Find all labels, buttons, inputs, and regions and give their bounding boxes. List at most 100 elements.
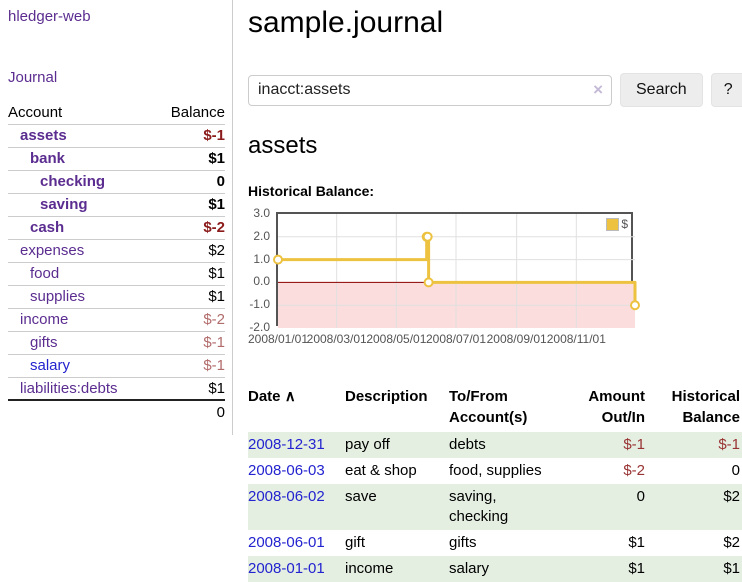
account-heading: assets — [248, 132, 318, 159]
search-form: × Search ? — [248, 73, 742, 107]
balance-chart: $ 3.0 2.0 1.0 0.0 -1.0 -2.0 2008/01/01 2008/03/… — [248, 206, 640, 362]
transaction-row: 2008-06-02 save saving, checking 0 $2 — [248, 484, 742, 530]
chart-plot-area: $ 3.0 2.0 1.0 0.0 -1.0 -2.0 2008/01/01 2008/03/… — [248, 206, 640, 346]
accounts-total-value: 0 — [153, 399, 225, 423]
y-axis-tick-label: -1.0 — [249, 297, 270, 312]
x-axis-tick-label: 2008/05/01 — [366, 332, 427, 346]
x-axis-tick-label: 2008/11/01 — [546, 332, 606, 346]
transaction-date-link[interactable]: 2008-06-02 — [248, 488, 325, 505]
account-balance: $-2 — [153, 215, 225, 239]
accounts-table: Account Balance assets $-1 bank $1 checking 0… — [8, 101, 225, 423]
account-link[interactable]: liabilities:debts — [20, 379, 118, 397]
sidebar: hledger-web Journal Account Balance asse… — [0, 0, 233, 435]
transaction-balance: $2 — [723, 534, 740, 551]
transaction-description: pay off — [345, 436, 390, 453]
accounts-header-balance: Balance — [170, 103, 225, 121]
account-balance: $-1 — [153, 353, 225, 377]
transaction-description: gift — [345, 534, 366, 551]
account-link[interactable]: salary — [30, 357, 71, 374]
page-title: sample.journal — [248, 6, 444, 39]
account-balance: $-1 — [153, 123, 225, 147]
transaction-date-link[interactable]: 2008-06-03 — [248, 462, 325, 479]
transaction-balance: $2 — [723, 488, 740, 505]
x-axis-tick-label: 2008/07/01 — [425, 332, 487, 346]
app-title-link[interactable]: hledger-web — [8, 8, 91, 25]
account-link[interactable]: income — [20, 311, 69, 328]
account-row: checking 0 — [8, 169, 225, 193]
transaction-row: 2008-06-03 eat & shop food, supplies $-2 0 — [248, 458, 742, 484]
legend-label: $ — [621, 217, 628, 231]
accounts-header-account: Account — [8, 103, 63, 121]
account-row: expenses $2 — [8, 238, 225, 262]
x-axis-tick-label: 2008/01/01 — [247, 332, 309, 346]
transaction-date-link[interactable]: 2008-01-01 — [248, 560, 325, 577]
transaction-accounts: salary — [449, 560, 490, 577]
chart-canvas — [273, 214, 640, 328]
account-link[interactable]: cash — [30, 219, 65, 236]
transaction-balance: 0 — [731, 462, 740, 479]
account-row: cash $-2 — [8, 215, 225, 239]
account-row: assets $-1 — [8, 123, 225, 147]
account-balance: $-2 — [153, 307, 225, 331]
sort-ascending-icon: ∧ — [284, 388, 296, 405]
account-row: supplies $1 — [8, 284, 225, 308]
th-description: Description — [345, 388, 428, 405]
main-content: sample.journal × Search ? assets Histori… — [233, 0, 742, 582]
search-button[interactable]: Search — [620, 73, 703, 107]
y-axis-tick-label: 2.0 — [253, 228, 270, 243]
account-row: saving $1 — [8, 192, 225, 216]
search-input[interactable] — [248, 74, 612, 106]
chart-title: Historical Balance: — [248, 183, 375, 199]
account-link[interactable]: gifts — [30, 334, 58, 351]
transaction-accounts: food, supplies — [449, 462, 542, 479]
transaction-amount: $-1 — [623, 436, 645, 453]
transaction-row: 2008-06-01 gift gifts $1 $2 — [248, 530, 742, 556]
account-link[interactable]: saving — [40, 196, 88, 213]
account-link[interactable]: assets — [20, 127, 67, 144]
account-balance: $1 — [153, 261, 225, 285]
transaction-date-link[interactable]: 2008-12-31 — [248, 436, 325, 453]
chart-legend: $ — [606, 217, 628, 231]
help-button[interactable]: ? — [710, 73, 742, 107]
th-amount: Amount Out/In — [588, 388, 645, 426]
account-link[interactable]: supplies — [30, 288, 86, 305]
account-row: income $-2 — [8, 307, 225, 331]
transaction-balance: $1 — [723, 560, 740, 577]
transaction-date-link[interactable]: 2008-06-01 — [248, 534, 325, 551]
th-balance: Historical Balance — [671, 388, 740, 426]
transaction-amount: 0 — [636, 488, 645, 505]
account-balance: $1 — [153, 284, 225, 308]
y-axis-tick-label: -2.0 — [249, 320, 270, 334]
account-balance: $1 — [153, 192, 225, 216]
y-axis-tick-label: 3.0 — [253, 206, 270, 220]
account-balance: $1 — [153, 376, 225, 400]
account-balance: $2 — [153, 238, 225, 262]
accounts-total-row: 0 — [8, 399, 225, 423]
account-link[interactable]: food — [30, 265, 60, 282]
transaction-description: save — [345, 488, 377, 505]
transaction-amount: $-2 — [623, 462, 645, 479]
y-axis-tick-label: 0.0 — [253, 274, 270, 289]
transaction-description: income — [345, 560, 394, 577]
transaction-row: 2008-12-31 pay off debts $-1 $-1 — [248, 432, 742, 458]
clear-search-icon[interactable]: × — [593, 79, 603, 99]
account-row: salary $-1 — [8, 353, 225, 377]
x-axis-tick-label: 2008/09/01 — [486, 332, 547, 346]
transaction-amount: $1 — [628, 560, 645, 577]
account-link[interactable]: bank — [30, 150, 66, 167]
account-link[interactable]: checking — [40, 173, 106, 190]
legend-swatch-icon — [606, 217, 620, 231]
transaction-description: eat & shop — [345, 462, 417, 479]
transaction-accounts: saving, checking — [449, 488, 509, 525]
transaction-balance: $-1 — [718, 436, 740, 453]
th-date[interactable]: Date ∧ — [248, 388, 296, 405]
account-balance: 0 — [153, 169, 225, 193]
account-balance: $-1 — [153, 330, 225, 354]
account-link[interactable]: expenses — [20, 242, 85, 259]
th-accounts: To/From Account(s) — [449, 388, 528, 426]
sidebar-item-journal[interactable]: Journal — [8, 69, 58, 86]
account-balance: $1 — [153, 146, 225, 170]
account-row: liabilities:debts $1 — [8, 376, 225, 400]
search-input-wrap: × — [248, 74, 612, 106]
